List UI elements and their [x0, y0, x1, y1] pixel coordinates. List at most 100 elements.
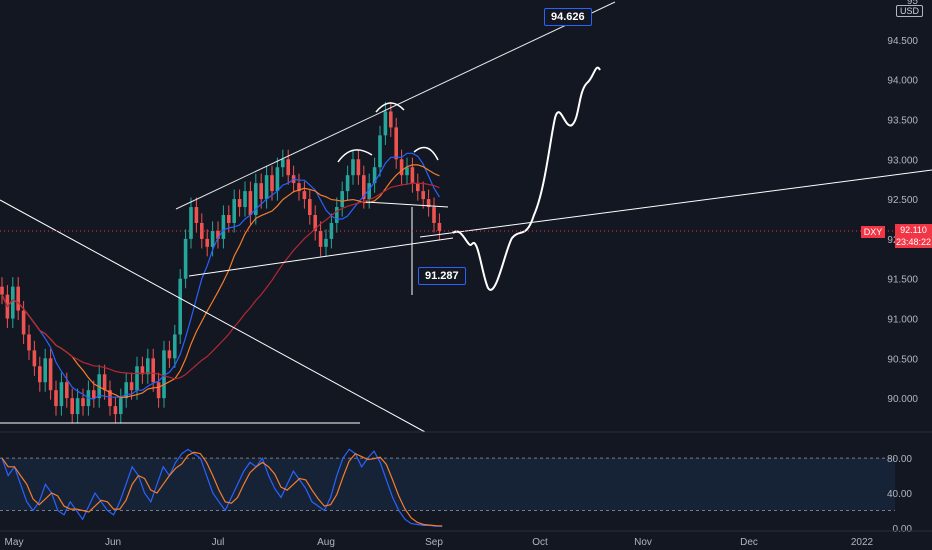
time-axis-label: Jul [212, 537, 225, 548]
candle-body [372, 167, 377, 184]
candle-body [362, 175, 366, 200]
candle-body [421, 191, 425, 200]
ma-blue-line[interactable] [1, 152, 440, 400]
upper-trendline[interactable] [175, 1, 616, 210]
falling-trendline[interactable] [0, 199, 426, 433]
last-price-tag: 92.110 23:48:22 [895, 224, 932, 248]
candle-body [54, 390, 58, 407]
price-axis-label: 91.500 [887, 275, 918, 286]
candle-body [0, 286, 4, 295]
time-axis-label: 2022 [851, 537, 874, 548]
candle-body [108, 390, 112, 407]
osc-d-line[interactable] [1, 451, 443, 527]
ma-red-line[interactable] [1, 182, 440, 380]
candle-body [38, 366, 42, 383]
candle-body [243, 191, 247, 208]
candle-body [210, 230, 215, 247]
candle-body [329, 222, 334, 239]
candle-body [129, 382, 134, 391]
candle-body [324, 238, 328, 247]
candle-body [405, 167, 409, 176]
candle-body [264, 175, 269, 200]
candle-body [11, 286, 15, 319]
candle-body [432, 207, 436, 223]
candle-body [43, 358, 47, 383]
candle-body [221, 215, 226, 239]
candle-body [232, 199, 236, 223]
right-shoulder-arc[interactable] [413, 146, 439, 161]
osc-axis-label: 40.00 [887, 489, 912, 500]
price-axis-label: 93.500 [887, 115, 918, 126]
candle-body [27, 334, 31, 351]
candle-body [313, 215, 317, 231]
candle-body [389, 111, 393, 128]
candle-body [410, 167, 415, 184]
osc-band [0, 458, 895, 511]
forecast-path[interactable] [452, 66, 601, 291]
candle-body [286, 159, 290, 176]
head-arc[interactable] [375, 102, 405, 113]
countdown: 23:48:22 [895, 237, 932, 247]
long-ascending-line[interactable] [419, 169, 932, 238]
candle-body [297, 183, 301, 192]
time-axis-label: Jun [105, 537, 121, 548]
candle-body [113, 406, 118, 415]
price-axis-label: 93.000 [887, 155, 918, 166]
left-shoulder-arc[interactable] [337, 149, 373, 163]
candle-body [351, 159, 355, 176]
time-axis-label: Nov [634, 537, 652, 548]
candle-body [259, 183, 263, 200]
neckline[interactable] [365, 201, 449, 208]
candle-body [32, 350, 37, 367]
candle-body [383, 111, 388, 136]
candle-body [16, 286, 20, 311]
time-axis-label: Sep [425, 537, 443, 548]
candle-body [308, 199, 312, 215]
candle-body [92, 390, 96, 399]
candle-body [59, 382, 64, 407]
currency-label[interactable]: USD [896, 5, 924, 17]
candle-body [124, 382, 128, 399]
target-price-label[interactable]: 94.626 [544, 8, 592, 26]
lower-wedge-line[interactable] [188, 237, 454, 277]
candle-body [340, 191, 344, 208]
candle-body [21, 310, 26, 335]
candle-body [254, 183, 258, 215]
time-axis-label: May [5, 537, 24, 548]
osc-axis-label: 0.00 [893, 524, 913, 535]
candle-body [237, 199, 242, 208]
candle-body [119, 398, 123, 415]
candle-body [437, 222, 442, 231]
candle-body [183, 238, 188, 279]
candle-body [275, 167, 280, 192]
candle-body [75, 398, 80, 415]
candle-body [270, 175, 274, 192]
price-axis-label: 92.500 [887, 195, 918, 206]
candle-body [48, 358, 53, 391]
candle-body [335, 207, 339, 223]
price-axis-label: 90.500 [887, 354, 918, 365]
time-axis-label: Aug [317, 537, 335, 548]
candle-body [367, 183, 371, 200]
ma-orange-line[interactable] [1, 164, 440, 399]
price-axis-label: 94.500 [887, 36, 918, 47]
price-axis-label: 91.000 [887, 315, 918, 326]
candle-body [189, 207, 193, 239]
time-axis-label: Dec [740, 537, 758, 548]
candle-body [102, 374, 107, 391]
candle-body [146, 358, 150, 375]
candle-body [302, 191, 307, 200]
candle-body [281, 159, 285, 168]
candle-body [200, 222, 204, 239]
candle-body [248, 191, 253, 215]
candle-body [194, 207, 199, 223]
candle-body [70, 398, 74, 415]
support-price-label[interactable]: 91.287 [418, 267, 466, 285]
candle-body [81, 398, 85, 407]
candle-body [178, 278, 182, 335]
candle-body [162, 350, 166, 399]
last-price-value: 92.110 [900, 225, 927, 235]
candle-body [416, 183, 420, 192]
candle-body [135, 366, 139, 391]
